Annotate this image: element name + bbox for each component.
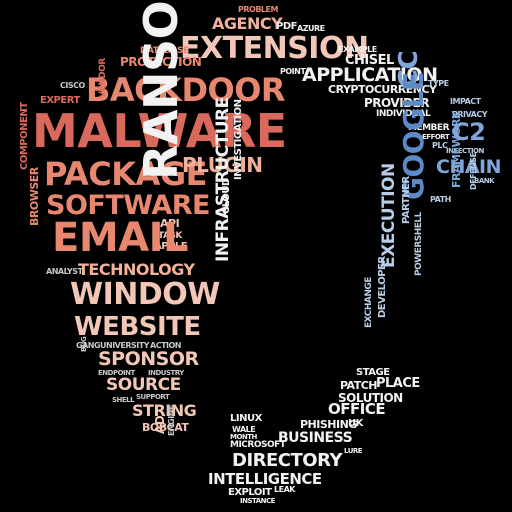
word-investigation: INVESTIGATION bbox=[233, 99, 244, 181]
word-industry: INDUSTRY bbox=[148, 369, 184, 377]
word-agency: AGENCY bbox=[212, 14, 283, 33]
word-ad: AD bbox=[153, 415, 167, 434]
word-execution: EXECUTION bbox=[379, 163, 399, 268]
word-exploit: EXPLOIT bbox=[228, 487, 272, 498]
word-window: WINDOW bbox=[70, 277, 220, 312]
word-cloud: CLOUD bbox=[221, 178, 232, 214]
word-backdoor: BACKDOOR bbox=[86, 71, 286, 109]
word-package: PACKAGE bbox=[44, 155, 207, 193]
word-type: TYPE bbox=[428, 79, 449, 88]
word-problem: PROBLEM bbox=[238, 5, 278, 14]
word-patch: PATCH bbox=[340, 379, 378, 392]
word-place: PLACE bbox=[376, 376, 420, 391]
word-bug: BUG bbox=[80, 336, 88, 352]
word-member: MEMBER bbox=[408, 123, 450, 133]
word-azure: AZURE bbox=[297, 24, 325, 33]
word-defense: DEFENSE bbox=[469, 152, 478, 190]
word-cisco: CISCO bbox=[60, 81, 85, 90]
word-cryptocurrency: CRYPTOCURRENCY bbox=[328, 83, 437, 96]
word-impact: IMPACT bbox=[450, 97, 481, 106]
word-component: COMPONENT bbox=[19, 102, 30, 170]
word-pdf: PDF bbox=[276, 21, 297, 32]
word-lure: LURE bbox=[344, 447, 363, 455]
word-stage: STAGE bbox=[356, 367, 390, 378]
word-email: EMAIL bbox=[52, 215, 188, 261]
word-endpoint: ENDPOINT bbox=[98, 369, 135, 377]
word-expert: EXPERT bbox=[40, 95, 80, 106]
word-month: MONTH bbox=[230, 433, 257, 441]
word-effort: EFFORT bbox=[422, 133, 450, 141]
word-leak: LEAK bbox=[274, 485, 295, 494]
word-sponsor: SPONSOR bbox=[98, 348, 199, 370]
word-protection: PROTECTION bbox=[120, 55, 202, 69]
word-vendor: VENDOR bbox=[98, 58, 108, 98]
word-powershell: POWERSHELL bbox=[414, 212, 424, 276]
word-task: TASK bbox=[158, 231, 182, 241]
word-engine: ENGINE bbox=[167, 405, 176, 436]
word-chain: CHAIN bbox=[436, 156, 502, 178]
word-c2: C2 bbox=[452, 118, 486, 146]
word-wale: WALE bbox=[232, 425, 256, 434]
word-api: API bbox=[160, 217, 180, 230]
word-framework: FRAMEWORK bbox=[450, 111, 463, 188]
word-linux: LINUX bbox=[230, 413, 262, 424]
word-source: SOURCE bbox=[106, 375, 181, 395]
word-business: BUSINESS bbox=[278, 430, 353, 446]
word-browser: BROWSER bbox=[28, 167, 41, 226]
word-path: PATH bbox=[430, 195, 451, 204]
word-website: WEBSITE bbox=[74, 312, 201, 342]
word-apple: APPLE bbox=[154, 241, 188, 252]
word-database: DATABASE bbox=[140, 46, 189, 56]
word-solution: SOLUTION bbox=[338, 391, 403, 405]
word-malware: MALWARE bbox=[32, 104, 287, 158]
word-extension: EXTENSION bbox=[180, 31, 369, 66]
word-provider: PROVIDER bbox=[364, 96, 430, 110]
word-individual: INDIVIDUAL bbox=[376, 109, 431, 119]
word-example: EXAMPLE bbox=[338, 45, 377, 54]
word-microsoft: MICROSOFT bbox=[230, 440, 286, 450]
word-directory: DIRECTORY bbox=[232, 450, 343, 471]
word-bank: BANK bbox=[474, 177, 495, 185]
word-point: POINT bbox=[280, 67, 306, 76]
word-ransomware: RANSOMWARE bbox=[134, 0, 188, 180]
word-phishing: PHISHING bbox=[300, 418, 357, 431]
word-string: STRING bbox=[132, 401, 197, 420]
word-intelligence: INTELLIGENCE bbox=[208, 470, 322, 488]
word-university: UNIVERSITY bbox=[100, 341, 149, 350]
word-uk: UK bbox=[348, 418, 363, 429]
word-application: APPLICATION bbox=[302, 64, 438, 86]
word-gang: GANG bbox=[76, 341, 101, 350]
word-software: SOFTWARE bbox=[46, 190, 210, 221]
word-exchange: EXCHANGE bbox=[364, 277, 374, 328]
word-partner: PARTNER bbox=[401, 176, 412, 224]
word-analyst: ANALYST bbox=[46, 267, 83, 276]
word-plugin: PLUGIN bbox=[182, 153, 263, 177]
word-privacy: PRIVACY bbox=[452, 110, 488, 119]
word-support: SUPPORT bbox=[136, 393, 170, 401]
word-chisel: CHISEL bbox=[345, 53, 394, 68]
word-technology: TECHNOLOGY bbox=[78, 260, 195, 279]
word-action: ACTION bbox=[150, 341, 182, 350]
word-shell: SHELL bbox=[112, 396, 135, 404]
word-instance: INSTANCE bbox=[240, 497, 275, 505]
word-office: OFFICE bbox=[328, 400, 386, 418]
word-bobcat: BOBCAT bbox=[142, 421, 189, 434]
word-infection: INFECTION bbox=[446, 147, 484, 155]
word-developer: DEVELOPER bbox=[377, 256, 388, 318]
word-plc: PLC bbox=[432, 141, 448, 150]
